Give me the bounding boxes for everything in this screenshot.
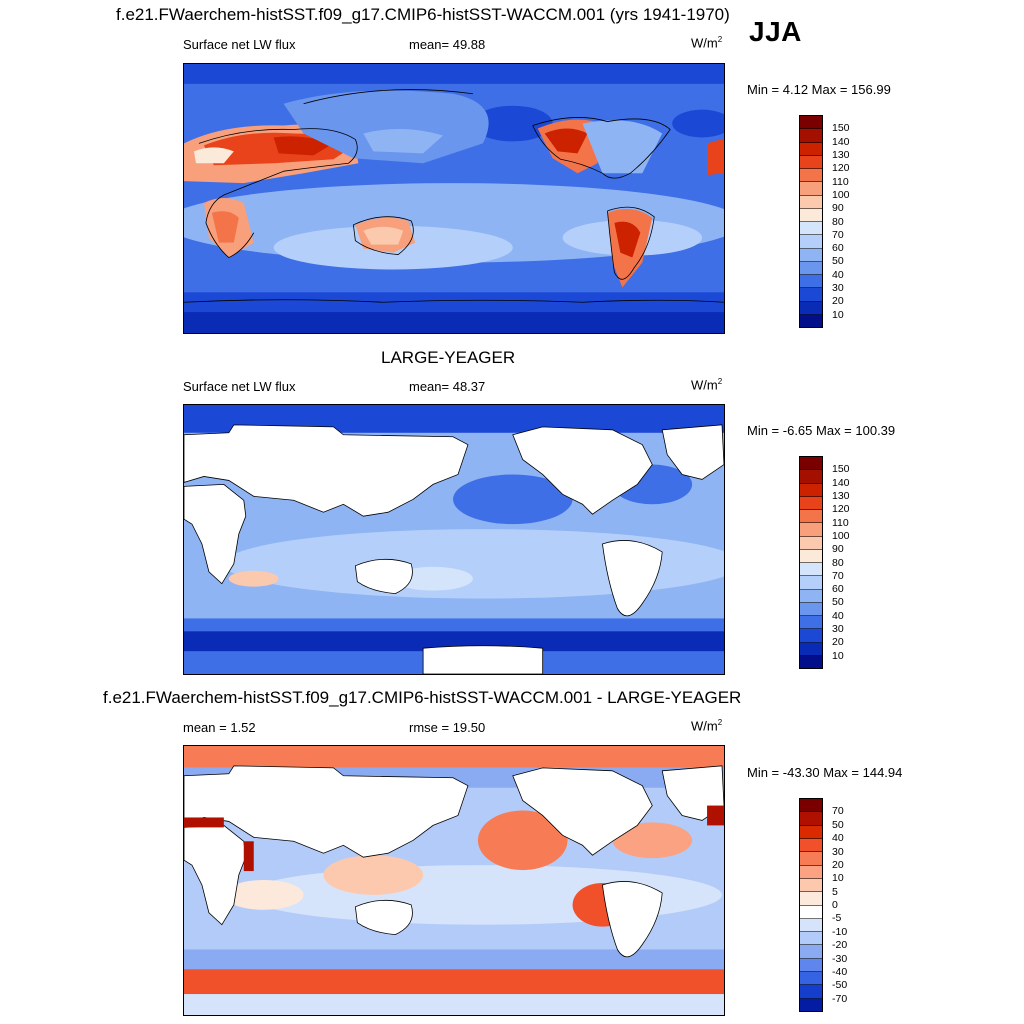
colorbar-tick: 120 bbox=[832, 162, 850, 175]
panel2-dataset-title: LARGE-YEAGER bbox=[381, 348, 516, 367]
colorbar-tick: 30 bbox=[832, 282, 844, 295]
colorbar-tick: 70 bbox=[832, 569, 844, 582]
panel2-units: W/m2 bbox=[691, 377, 723, 393]
colorbar-tick: -10 bbox=[832, 925, 848, 938]
colorbar-tick: 40 bbox=[832, 609, 844, 622]
colorbar-tick: 60 bbox=[832, 242, 844, 255]
season-label: JJA bbox=[749, 16, 802, 47]
colorbar-tick: 70 bbox=[832, 805, 844, 818]
colorbar-tick: 150 bbox=[832, 122, 850, 135]
colorbar-tick: 10 bbox=[832, 872, 844, 885]
panel1-minmax: Min = 4.12 Max = 156.99 bbox=[747, 82, 891, 97]
colorbar-tick: 50 bbox=[832, 596, 844, 609]
colorbar-tick: 50 bbox=[832, 255, 844, 268]
panel2-obs-map bbox=[183, 404, 725, 675]
colorbar-tick: 20 bbox=[832, 858, 844, 871]
colorbar-tick: 20 bbox=[832, 636, 844, 649]
colorbar-tick: 10 bbox=[832, 649, 844, 662]
panel2-colorbar bbox=[799, 456, 823, 669]
panel2-variable: Surface net LW flux bbox=[183, 379, 296, 394]
colorbar-tick: 10 bbox=[832, 308, 844, 321]
colorbar-tick: 130 bbox=[832, 489, 850, 502]
colorbar-tick: 110 bbox=[832, 175, 849, 188]
colorbar-tick: 100 bbox=[832, 188, 850, 201]
panel2-minmax: Min = -6.65 Max = 100.39 bbox=[747, 423, 896, 438]
colorbar-tick: -5 bbox=[832, 912, 842, 925]
panel3-diff-map bbox=[183, 745, 725, 1016]
colorbar-tick: 20 bbox=[832, 295, 844, 308]
colorbar-tick: -40 bbox=[832, 965, 848, 978]
panel1-units: W/m2 bbox=[691, 35, 723, 51]
colorbar-tick: 50 bbox=[832, 818, 844, 831]
colorbar-tick: -70 bbox=[832, 992, 848, 1005]
colorbar-tick: 150 bbox=[832, 463, 850, 476]
colorbar-tick: 110 bbox=[832, 516, 849, 529]
panel3-diff-title: f.e21.FWaerchem-histSST.f09_g17.CMIP6-hi… bbox=[103, 688, 742, 707]
panel3-mean: mean = 1.52 bbox=[183, 720, 256, 735]
colorbar-tick: 5 bbox=[832, 885, 838, 898]
colorbar-tick: -20 bbox=[832, 939, 848, 952]
colorbar-tick: 140 bbox=[832, 476, 850, 489]
colorbar-tick: 100 bbox=[832, 529, 850, 542]
panel1-model-map bbox=[183, 63, 725, 334]
colorbar-tick: 30 bbox=[832, 623, 844, 636]
panel1-mean: mean= 49.88 bbox=[409, 37, 486, 52]
colorbar-tick: -50 bbox=[832, 979, 848, 992]
panel2-mean: mean= 48.37 bbox=[409, 379, 486, 394]
colorbar-tick: 30 bbox=[832, 845, 844, 858]
panel3-colorbar bbox=[799, 798, 823, 1012]
panel1-colorbar bbox=[799, 115, 823, 328]
colorbar-tick: 60 bbox=[832, 583, 844, 596]
colorbar-tick: 80 bbox=[832, 215, 844, 228]
panel3-minmax: Min = -43.30 Max = 144.94 bbox=[747, 765, 903, 780]
colorbar-tick: 120 bbox=[832, 503, 850, 516]
panel3-units: W/m2 bbox=[691, 718, 723, 734]
main-title: f.e21.FWaerchem-histSST.f09_g17.CMIP6-hi… bbox=[116, 5, 730, 24]
colorbar-tick: 140 bbox=[832, 135, 850, 148]
colorbar-tick: 80 bbox=[832, 556, 844, 569]
colorbar-tick: 40 bbox=[832, 268, 844, 281]
colorbar-tick: 90 bbox=[832, 543, 844, 556]
colorbar-tick: 0 bbox=[832, 899, 838, 911]
panel3-rmse: rmse = 19.50 bbox=[409, 720, 486, 735]
colorbar-tick: 40 bbox=[832, 832, 844, 845]
colorbar-tick: 130 bbox=[832, 148, 850, 161]
panel1-variable: Surface net LW flux bbox=[183, 37, 296, 52]
colorbar-tick: 90 bbox=[832, 202, 844, 215]
colorbar-tick: -30 bbox=[832, 952, 848, 965]
colorbar-tick: 70 bbox=[832, 228, 844, 241]
